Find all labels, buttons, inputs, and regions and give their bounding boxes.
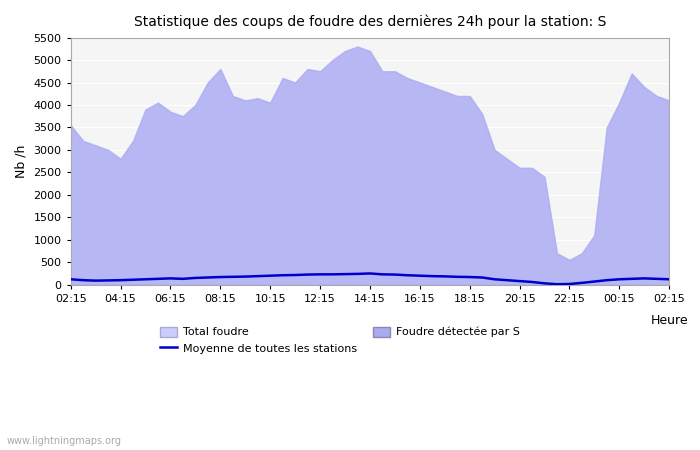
Legend: Total foudre, Moyenne de toutes les stations, Foudre détectée par S: Total foudre, Moyenne de toutes les stat… xyxy=(156,322,524,358)
Text: www.lightningmaps.org: www.lightningmaps.org xyxy=(7,436,122,446)
X-axis label: Heure: Heure xyxy=(650,314,688,327)
Title: Statistique des coups de foudre des dernières 24h pour la station: S: Statistique des coups de foudre des dern… xyxy=(134,15,606,30)
Y-axis label: Nb /h: Nb /h xyxy=(15,144,28,178)
